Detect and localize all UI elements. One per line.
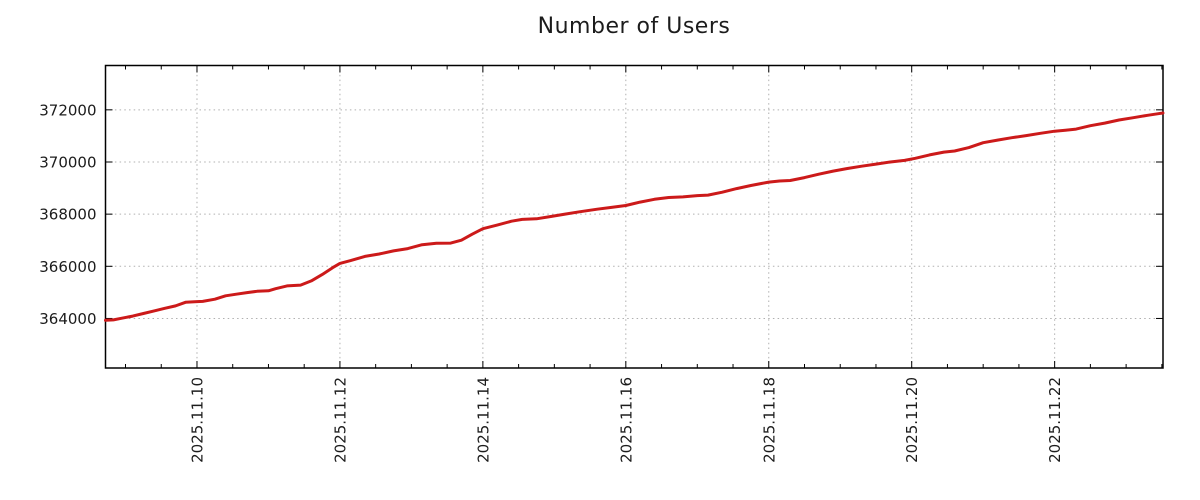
x-tick-label: 2025.11.20 — [903, 377, 921, 463]
y-tick-label: 372000 — [39, 101, 96, 119]
y-tick-label: 368000 — [39, 206, 96, 224]
y-tick-label: 366000 — [39, 258, 96, 276]
y-tick-label: 364000 — [39, 310, 96, 328]
x-tick-label: 2025.11.10 — [188, 377, 206, 463]
plot-border — [104, 64, 1164, 369]
x-tick-label: 2025.11.12 — [331, 377, 349, 463]
y-tick-label: 370000 — [39, 153, 96, 171]
x-tick-label: 2025.11.18 — [760, 377, 778, 463]
x-tick-label: 2025.11.16 — [617, 377, 635, 463]
chart-title: Number of Users — [537, 14, 731, 39]
x-tick-label: 2025.11.22 — [1046, 377, 1064, 463]
data-line-users — [104, 111, 1165, 322]
x-tick-label: 2025.11.14 — [474, 377, 492, 463]
